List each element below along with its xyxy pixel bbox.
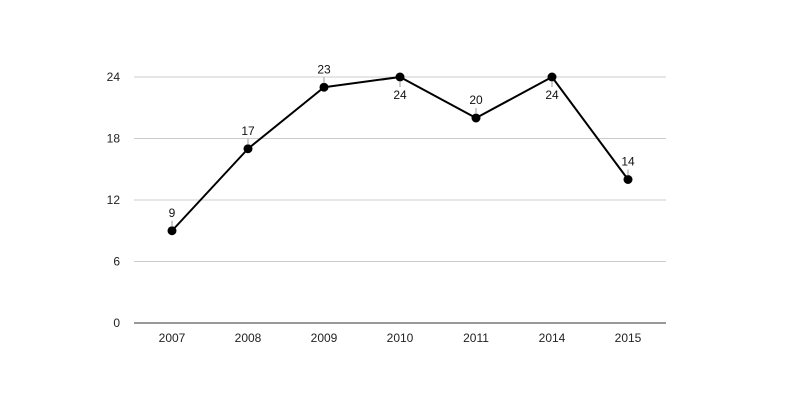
data-point <box>548 73 557 82</box>
y-tick-label: 18 <box>107 132 121 146</box>
x-tick-label: 2011 <box>463 331 489 345</box>
y-tick-label: 12 <box>107 193 121 207</box>
data-label: 23 <box>317 62 331 76</box>
data-point <box>396 73 405 82</box>
y-tick-label: 0 <box>113 316 120 330</box>
x-tick-label: 2009 <box>311 331 338 345</box>
x-tick-label: 2007 <box>159 331 186 345</box>
y-tick-label: 6 <box>113 255 120 269</box>
data-point <box>168 226 177 235</box>
data-point <box>624 175 633 184</box>
data-label: 20 <box>469 93 483 107</box>
x-tick-label: 2008 <box>235 331 262 345</box>
data-point <box>320 83 329 92</box>
data-label: 14 <box>621 155 635 169</box>
grid-layer <box>134 77 666 262</box>
data-point <box>244 144 253 153</box>
x-tick-label: 2010 <box>387 331 414 345</box>
label-layer: 9 17 23 24 20 24 14 <box>169 62 635 227</box>
y-tick-label: 24 <box>107 70 121 84</box>
data-label: 9 <box>169 206 176 220</box>
data-label: 17 <box>241 124 255 138</box>
data-point <box>472 114 481 123</box>
data-label: 24 <box>545 88 559 102</box>
x-tick-label: 2015 <box>615 331 642 345</box>
axis-layer: 061218242007200820092010201120142015 <box>107 70 666 345</box>
x-tick-label: 2014 <box>539 331 566 345</box>
data-label: 24 <box>393 88 407 102</box>
